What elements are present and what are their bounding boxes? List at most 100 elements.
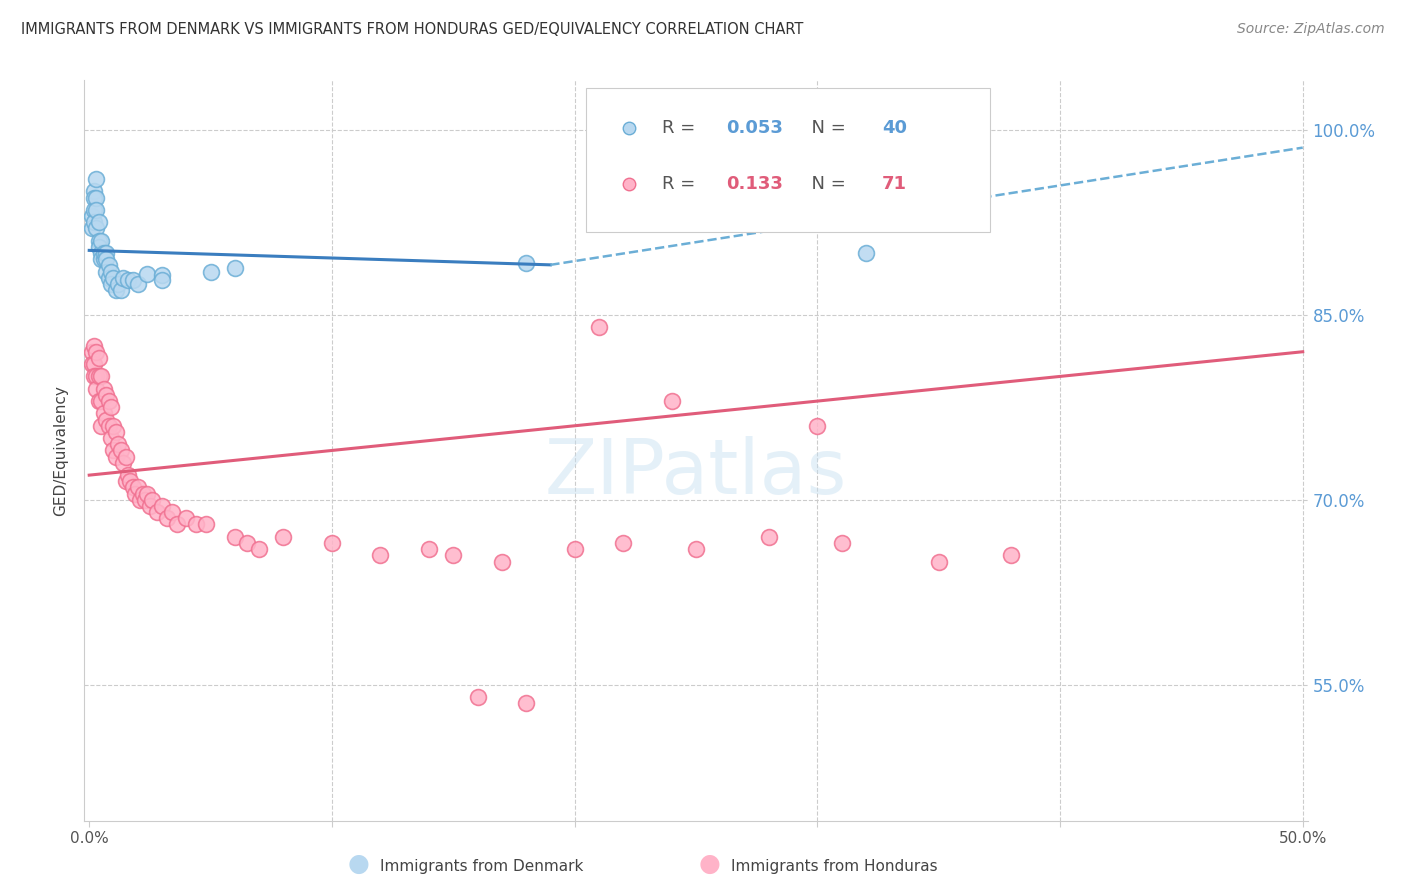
- Point: [150, 499, 173, 513]
- Point: [80, 209, 103, 223]
- Point: [86, 172, 108, 186]
- Point: [93, 246, 115, 260]
- Point: [107, 277, 129, 291]
- Point: [83, 185, 105, 199]
- Point: [86, 382, 108, 396]
- Point: [114, 475, 136, 489]
- Point: [321, 536, 343, 550]
- Point: [1000, 549, 1022, 563]
- Y-axis label: GED/Equivalency: GED/Equivalency: [53, 385, 69, 516]
- Point: [136, 267, 159, 281]
- Point: [141, 492, 163, 507]
- Point: [131, 486, 153, 500]
- Point: [160, 505, 183, 519]
- Point: [87, 234, 110, 248]
- Point: [110, 283, 132, 297]
- Text: R =: R =: [662, 120, 700, 137]
- Point: [150, 273, 173, 287]
- Point: [80, 221, 103, 235]
- Point: [100, 431, 122, 445]
- Point: [83, 202, 105, 217]
- Point: [129, 492, 152, 507]
- FancyBboxPatch shape: [586, 87, 990, 232]
- Point: [104, 425, 127, 439]
- Point: [758, 530, 780, 544]
- Point: [134, 492, 156, 507]
- Text: ●: ●: [347, 852, 370, 876]
- Point: [93, 382, 115, 396]
- Text: Immigrants from Honduras: Immigrants from Honduras: [731, 859, 938, 874]
- Point: [86, 344, 108, 359]
- Point: [112, 270, 135, 285]
- Text: N =: N =: [800, 120, 852, 137]
- Point: [515, 256, 537, 270]
- Point: [200, 264, 222, 278]
- Point: [685, 542, 707, 557]
- Point: [107, 437, 129, 451]
- Point: [90, 394, 112, 409]
- Point: [612, 536, 634, 550]
- Point: [103, 418, 125, 433]
- Text: 0.133: 0.133: [727, 175, 783, 193]
- Point: [103, 270, 125, 285]
- Point: [90, 234, 112, 248]
- Point: [661, 394, 683, 409]
- Point: [87, 351, 110, 365]
- Point: [515, 697, 537, 711]
- Point: [122, 273, 145, 287]
- Point: [122, 481, 145, 495]
- Point: [806, 418, 828, 433]
- Point: [87, 394, 110, 409]
- Point: [156, 511, 179, 525]
- Point: [100, 277, 122, 291]
- Point: [90, 418, 112, 433]
- Point: [103, 443, 125, 458]
- Text: R =: R =: [662, 175, 700, 193]
- Point: [93, 252, 115, 267]
- Point: [117, 468, 139, 483]
- Point: [564, 542, 586, 557]
- Point: [418, 542, 440, 557]
- Point: [117, 273, 139, 287]
- Text: 71: 71: [882, 175, 907, 193]
- Text: N =: N =: [800, 175, 852, 193]
- Point: [110, 443, 132, 458]
- Point: [120, 475, 142, 489]
- Point: [96, 388, 118, 402]
- Point: [83, 369, 105, 384]
- Point: [86, 221, 108, 235]
- Point: [97, 259, 120, 273]
- Point: [90, 246, 112, 260]
- Point: [83, 215, 105, 229]
- Point: [139, 499, 162, 513]
- Text: ●: ●: [699, 852, 721, 876]
- Point: [83, 357, 105, 371]
- Point: [96, 264, 118, 278]
- Point: [247, 542, 270, 557]
- Point: [194, 517, 217, 532]
- Point: [273, 530, 295, 544]
- Point: [146, 505, 169, 519]
- Point: [96, 252, 118, 267]
- Point: [83, 190, 105, 204]
- Point: [127, 481, 149, 495]
- Point: [112, 456, 135, 470]
- Point: [491, 555, 513, 569]
- Point: [124, 486, 146, 500]
- Point: [97, 418, 120, 433]
- Point: [87, 240, 110, 254]
- Point: [467, 690, 489, 705]
- Point: [96, 412, 118, 426]
- Point: [928, 555, 950, 569]
- Point: [127, 277, 149, 291]
- Text: Immigrants from Denmark: Immigrants from Denmark: [380, 859, 583, 874]
- Point: [83, 338, 105, 352]
- Point: [86, 202, 108, 217]
- Point: [80, 344, 103, 359]
- Text: ZIPatlas: ZIPatlas: [544, 435, 848, 509]
- Point: [97, 270, 120, 285]
- Point: [370, 549, 392, 563]
- Point: [80, 357, 103, 371]
- Point: [831, 536, 853, 550]
- Point: [184, 517, 207, 532]
